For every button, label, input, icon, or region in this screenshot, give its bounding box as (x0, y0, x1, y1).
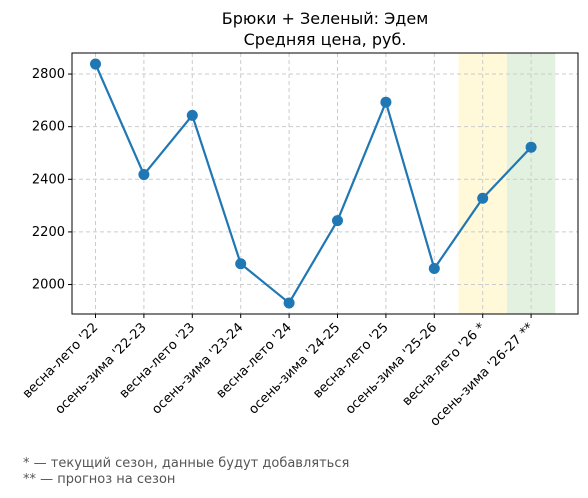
y-tick-label-4: 2800 (32, 67, 65, 82)
x-tick-label-3: осень-зима '23-24 (149, 320, 246, 417)
footnote-forecast: ** — прогноз на сезон (23, 472, 176, 487)
chart-title: Брюки + Зеленый: Эдем (222, 9, 429, 28)
data-point-4 (283, 297, 295, 309)
data-point-5 (332, 215, 343, 227)
y-tick-label-1: 2200 (32, 225, 65, 240)
x-tick-label-5: осень-зима '24-25 (246, 320, 343, 417)
x-tick-label-7: осень-зима '25-26 (343, 320, 440, 417)
season-highlights (458, 53, 556, 314)
data-point-9 (525, 141, 537, 153)
series-line-0 (94, 63, 532, 305)
y-tick-label-3: 2600 (32, 120, 65, 135)
data-point-6 (380, 96, 392, 108)
data-point-1 (138, 169, 150, 181)
series-layer (90, 58, 537, 309)
data-point-7 (428, 262, 440, 274)
footnote-current-season: * — текущий сезон, данные будут добавлят… (23, 456, 350, 471)
y-tick-label-0: 2000 (32, 278, 65, 293)
chart-subtitle: Средняя цена, руб. (244, 30, 407, 49)
plot-frame (71, 52, 579, 315)
data-point-0 (90, 58, 101, 70)
x-tick-label-8: весна-лето '26 * (400, 320, 489, 409)
data-point-2 (186, 109, 198, 121)
data-point-3 (235, 258, 247, 270)
data-point-8 (477, 192, 489, 204)
y-tick-label-2: 2400 (32, 172, 65, 187)
x-tick-label-1: осень-зима '22-23 (52, 320, 149, 417)
highlight-band-0 (458, 53, 507, 314)
y-axis: 2000 2200 2400 2600 2800 (32, 67, 72, 293)
highlight-band-1 (506, 53, 556, 314)
